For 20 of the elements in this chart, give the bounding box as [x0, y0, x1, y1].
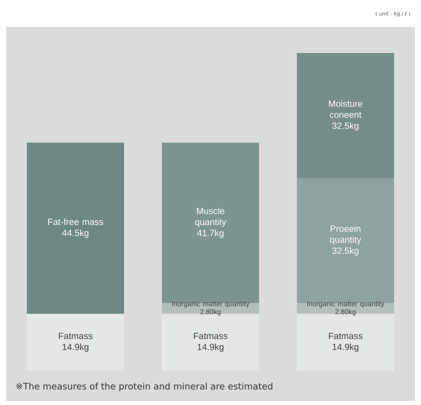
data-label: 32.5kg — [332, 247, 358, 256]
series-label: Fat-free mass — [48, 218, 104, 226]
data-label: 32.5kg — [332, 122, 358, 131]
bar — [26, 314, 124, 371]
data-label: 14.9kg — [198, 343, 224, 352]
series-label: Fatmass — [58, 332, 92, 340]
data-label: 41.7kg — [197, 230, 224, 238]
data-label: 14.9kg — [332, 343, 358, 352]
text: ※The measures of the protein and mineral are estimated — [16, 382, 272, 392]
bar — [296, 178, 394, 303]
text: Fatmass — [194, 332, 228, 340]
bar — [26, 142, 124, 314]
data-label: 44.5kg — [62, 229, 88, 238]
series-label: Proeein quantity — [330, 225, 362, 245]
series-label: Muscle quantity — [195, 208, 226, 227]
series-label: Moisture coneent — [328, 100, 362, 118]
bar — [162, 142, 260, 303]
bar — [296, 53, 394, 178]
data-label: 14.9kg — [62, 343, 88, 352]
text: Fatmass — [328, 332, 362, 340]
